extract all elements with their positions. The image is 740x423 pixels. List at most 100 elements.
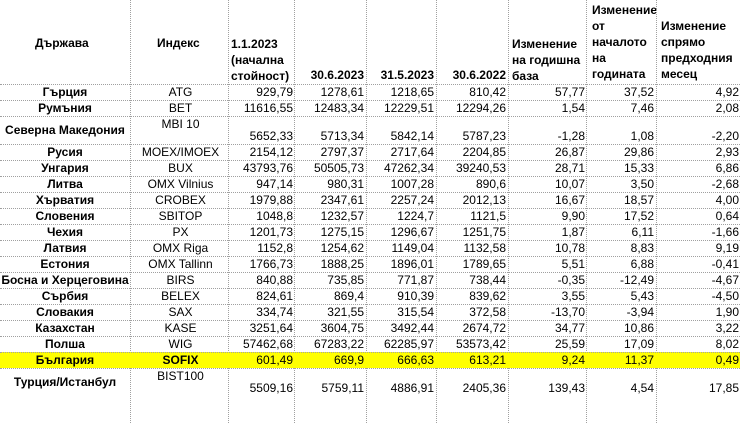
row-divider [0,208,740,209]
cell-d3: 890,6 [475,177,506,191]
cell-country: Чехия [47,225,83,239]
highlight-row-background [0,352,740,368]
cell-index: SOFIX [162,353,199,367]
cell-d3: 372,58 [469,305,506,319]
cell-country: Словакия [36,305,94,319]
cell-chg-year: 139,43 [548,381,585,395]
cell-chg-month: 8,02 [715,337,739,351]
cell-chg-month: -0,41 [711,257,739,271]
cell-country: Турция/Истанбул [13,375,117,389]
cell-d1: 5759,11 [321,381,365,395]
cell-d2: 666,63 [397,353,434,367]
cell-d1: 1275,15 [320,225,364,239]
cell-d2: 47262,34 [383,161,434,175]
cell-d2: 2257,24 [390,193,434,207]
cell-start: 2154,12 [249,145,293,159]
cell-chg-ytd: 3,50 [630,177,654,191]
cell-country: Естония [40,257,90,271]
cell-d3: 1789,65 [462,257,506,271]
cell-chg-ytd: 11,37 [624,353,654,367]
cell-country: Латвия [43,241,87,255]
cell-start: 947,14 [256,177,293,191]
cell-chg-ytd: 5,43 [630,289,654,303]
row-divider [0,100,740,101]
cell-chg-month: 3,22 [715,321,739,335]
cell-start: 43793,76 [242,161,293,175]
cell-chg-ytd: 10,86 [623,321,654,335]
cell-chg-year: -0,35 [557,273,585,287]
cell-d2: 1296,67 [390,225,434,239]
row-divider [0,304,740,305]
cell-chg-year: -13,70 [550,305,585,319]
row-divider [0,256,740,257]
cell-start: 824,61 [256,289,293,303]
cell-index: CROBEX [155,193,206,207]
cell-d3: 5787,23 [462,129,506,143]
cell-d2: 12229,51 [383,101,434,115]
cell-d1: 67283,22 [313,337,364,351]
column-divider [228,0,229,423]
cell-d1: 50505,73 [313,161,364,175]
cell-chg-year: 16,67 [554,193,585,207]
cell-start: 11616,55 [243,101,293,115]
header-country: Държава [35,36,89,50]
cell-start: 5509,16 [249,381,293,395]
cell-chg-ytd: 29,86 [623,145,654,159]
cell-d3: 613,21 [469,353,506,367]
cell-chg-month: 17,85 [708,381,739,395]
cell-start: 1048,8 [256,209,293,223]
cell-chg-ytd: 37,52 [623,85,654,99]
cell-country: Гърция [42,85,88,99]
cell-d1: 321,55 [327,305,364,319]
row-divider [0,192,740,193]
cell-index: BUX [168,161,193,175]
cell-country: Румъния [38,101,92,115]
column-divider [586,0,587,423]
cell-chg-year: 9,90 [561,209,585,223]
cell-country: Литва [47,177,83,191]
cell-d3: 1132,58 [463,241,507,255]
column-divider [656,0,657,423]
cell-d2: 1149,04 [391,241,435,255]
cell-d3: 2204,85 [462,145,506,159]
cell-d1: 1232,57 [320,209,364,223]
cell-d2: 2717,64 [390,145,434,159]
cell-chg-ytd: 4,54 [630,381,654,395]
cell-index: OMX Riga [152,241,209,255]
cell-chg-year: 9,24 [561,353,585,367]
cell-index: SAX [168,305,193,319]
row-divider [0,272,740,273]
cell-d3: 738,44 [469,273,506,287]
cell-chg-month: -1,66 [711,225,739,239]
cell-chg-year: 25,59 [554,337,585,351]
cell-chg-month: 9,19 [715,241,739,255]
cell-country: Сърбия [41,289,89,303]
cell-chg-month: 1,90 [715,305,739,319]
header-date-3: 30.6.2022 [452,68,506,82]
cell-chg-ytd: 1,08 [630,129,654,143]
cell-d2: 3492,44 [390,321,434,335]
cell-country: Казахстан [35,321,95,335]
cell-chg-month: 2,08 [715,101,739,115]
cell-chg-year: 34,77 [554,321,585,335]
cell-chg-ytd: 6,11 [631,225,654,239]
row-divider [0,352,740,353]
cell-chg-ytd: 18,57 [623,193,654,207]
cell-chg-ytd: 8,83 [630,241,654,255]
cell-index: BELEX [161,289,200,303]
cell-country: България [35,353,95,367]
cell-chg-year: 3,55 [561,289,585,303]
cell-chg-month: 0,64 [715,209,739,223]
header-change-ytd: Изменение от началото на годината [592,3,658,81]
cell-chg-year: 1,87 [561,225,585,239]
cell-country: Хърватия [35,193,95,207]
cell-start: 601,49 [256,353,293,367]
column-divider [294,0,295,423]
cell-index: ATG [168,85,193,99]
cell-d1: 3604,75 [320,321,364,335]
cell-d1: 12483,34 [313,101,364,115]
cell-d3: 12294,26 [455,101,506,115]
cell-chg-month: 2,93 [715,145,739,159]
cell-index: OMX Vilnius [147,177,214,191]
cell-start: 5652,33 [249,129,293,143]
